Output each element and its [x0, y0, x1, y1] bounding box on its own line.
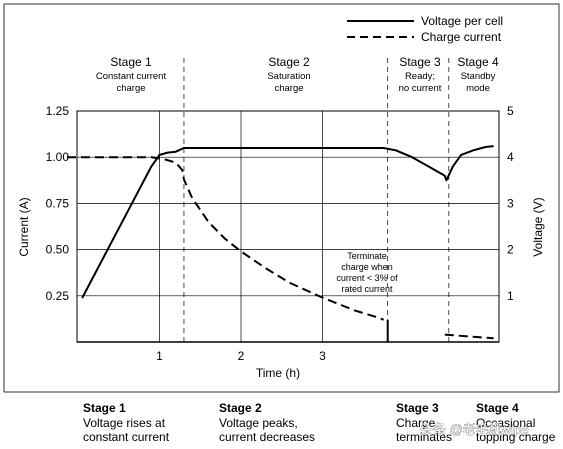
- stage-header-line: charge: [116, 83, 145, 94]
- chart-frame: [3, 3, 560, 393]
- caption-title: Stage 1: [83, 401, 126, 415]
- y-tick-label: 1.00: [46, 150, 70, 164]
- watermark: 头条 @老毛机wipe: [420, 422, 529, 437]
- stage-header-line: charge: [274, 83, 303, 94]
- y-tick-label: 0.75: [46, 196, 70, 210]
- stage-header-line: no current: [399, 83, 442, 94]
- annotation-line: Terminate: [347, 251, 387, 261]
- y-axis-label: Current (A): [17, 197, 31, 256]
- series-layer: [67, 145, 494, 342]
- annotation-line: charge when: [341, 262, 393, 272]
- y2-tick-label: 5: [507, 104, 514, 118]
- caption-line: Voltage rises at: [83, 416, 166, 430]
- stage-header-title: Stage 4: [457, 55, 499, 69]
- y2-tick-label: 2: [507, 243, 514, 257]
- caption-line: Occasional: [476, 416, 535, 430]
- stage-header-title: Stage 2: [268, 55, 310, 69]
- legend-voltage-label: Voltage per cell: [421, 14, 503, 28]
- series-charge-current-segment-2: [444, 333, 494, 340]
- y2-tick-label: 3: [507, 196, 514, 210]
- caption-line: topping charge: [476, 430, 556, 444]
- y-tick-label: 1.25: [46, 104, 70, 118]
- y2-tick-labels: 1 2 3 4 5: [507, 104, 514, 303]
- stage-header-title: Stage 1: [110, 55, 152, 69]
- caption-title: Stage 4: [476, 401, 519, 415]
- y-tick-labels: 0.25 0.50 0.75 1.00 1.25: [46, 104, 70, 303]
- caption-line: Charge: [396, 416, 436, 430]
- y2-tick-label: 1: [507, 289, 514, 303]
- plot-area: [76, 110, 500, 343]
- y-tick-label: 0.25: [46, 289, 70, 303]
- x-tick-label: 1: [156, 349, 163, 363]
- x-tick-label: 2: [238, 349, 245, 363]
- legend-current-label: Charge current: [421, 30, 502, 44]
- y2-tick-label: 4: [507, 150, 514, 164]
- x-axis-label: Time (h): [256, 366, 300, 380]
- caption-title: Stage 2: [219, 401, 262, 415]
- legend: Voltage per cell Charge current: [347, 14, 503, 44]
- y-tick-label: 0.50: [46, 243, 70, 257]
- annotation-line: current < 3% of: [336, 273, 398, 283]
- stage-header-line: Ready;: [405, 71, 435, 82]
- caption-title: Stage 3: [396, 401, 439, 415]
- stage-header-line: mode: [466, 83, 490, 94]
- stage-header-line: Constant current: [96, 71, 167, 82]
- y2-axis-label: Voltage (V): [531, 197, 545, 256]
- stage-header-line: Saturation: [267, 71, 310, 82]
- x-tick-labels: 1 2 3: [156, 349, 326, 363]
- caption-line: constant current: [83, 430, 170, 444]
- annotation-line: rated current: [341, 284, 393, 294]
- x-tick-label: 3: [319, 349, 326, 363]
- stage-header-line: Standby: [461, 71, 496, 82]
- stage-header-3: Stage 3 Ready;no current: [399, 55, 442, 94]
- series-voltage-per-cell: [81, 145, 494, 299]
- stage-header-title: Stage 3: [399, 55, 441, 69]
- caption-line: Voltage peaks,: [219, 416, 298, 430]
- stage-boundaries: [183, 58, 450, 342]
- caption-line: terminates: [396, 430, 452, 444]
- series-charge-current-segment-1: [67, 156, 385, 321]
- caption-line: current decreases: [219, 430, 315, 444]
